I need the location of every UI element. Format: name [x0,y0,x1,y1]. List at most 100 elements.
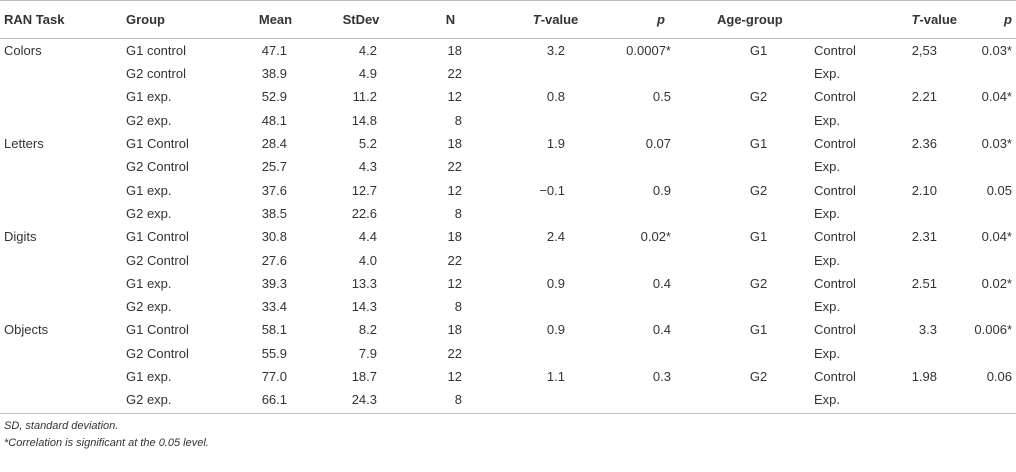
cell-ran-task [0,248,112,271]
cell-ran-task [0,272,112,295]
cell-stdev: 14.3 [351,299,377,315]
cell-ran-task [0,178,112,201]
cell-p-2 [961,388,1016,415]
table-row: G1 exp. 77.0 18.7 12 1.1 0.3 G2 Control 1.98 0.06 [0,365,1016,388]
cell-group: G1 exp. [126,182,172,198]
cell-group: G2 exp. [112,388,230,415]
cell-group: G2 exp. [126,299,172,315]
cell-group: G2 Control [126,252,189,268]
cell-p-2: 0.04* [981,89,1012,105]
cell-t-value [500,342,611,365]
cell-group: G1 control [126,43,186,58]
cell-mean: 37.6 [261,182,287,198]
cell-ran-task: Digits [4,229,37,245]
cell-p-2: 0.05 [986,182,1012,198]
header-p: p [611,0,711,39]
table-row: G1 exp. 37.6 12.7 12 −0.1 0.9 G2 Control 2.10 0.0… [0,178,1016,201]
cell-group: G1 exp. [126,275,172,291]
cell-t-value-2 [886,388,961,415]
cell-age-group: G2 [749,369,768,384]
cell-t-value: 0.9 [546,275,565,291]
table-row: G2 exp. 66.1 24.3 8 Exp. [0,388,1016,415]
cell-p [611,388,711,415]
header-n: N [401,0,500,39]
cell-p [611,342,711,365]
cell-p: 0.3 [652,369,671,384]
cell-age-group: G1 [749,322,768,338]
cell-p-2 [961,202,1016,225]
header-stdev: StDev [321,0,401,39]
cell-t-value: 0.8 [546,89,565,105]
cell-p-2: 0.04* [981,229,1012,245]
cell-age-subgroup: Control [814,275,856,291]
cell-stdev: 4.2 [358,43,377,58]
cell-group: G2 exp. [126,112,172,128]
cell-age-subgroup: Control [814,136,856,152]
cell-t-value-2 [886,109,961,132]
cell-p: 0.02* [640,229,671,245]
cell-p [611,109,711,132]
cell-t-value-2: 2.51 [911,275,937,291]
header-mean: Mean [230,0,321,39]
cell-group: G1 Control [126,322,189,338]
cell-p: 0.5 [652,89,671,105]
cell-ran-task: Objects [4,322,49,338]
cell-stdev: 14.8 [351,112,377,128]
cell-mean: 52.9 [261,89,287,105]
cell-mean: 28.4 [261,136,287,152]
cell-mean: 48.1 [261,112,287,128]
cell-ran-task [0,62,112,85]
table-row: G1 exp. 52.9 11.2 12 0.8 0.5 G2 Control 2.21 0.04… [0,85,1016,108]
cell-age-subgroup: Exp. [814,112,841,128]
cell-mean: 47.1 [261,43,287,58]
cell-age-subgroup: Exp. [806,388,886,415]
cell-age-subgroup: Control [814,369,856,384]
cell-age-group [711,248,806,271]
cell-ran-task [0,155,112,178]
cell-age-group: G1 [749,136,768,152]
cell-t-value-2: 2.21 [911,89,937,105]
header-t-suffix: -value [540,12,579,27]
cell-age-group [711,109,806,132]
cell-p: 0.9 [652,182,671,198]
cell-age-group [711,202,806,225]
cell-age-subgroup: Control [814,182,856,198]
results-table: RAN Task Group Mean StDev N T-value p Ag… [0,0,1016,415]
cell-mean: 66.1 [230,388,321,415]
cell-mean: 38.9 [261,66,287,82]
cell-t-value-2: 2,53 [911,43,937,58]
results-table-container: RAN Task Group Mean StDev N T-value p Ag… [0,0,1016,450]
cell-n: 22 [447,66,462,82]
cell-p: 0.07 [645,136,671,152]
cell-mean: 25.7 [261,159,287,175]
cell-p-2: 0.02* [981,275,1012,291]
cell-group: G1 Control [126,229,189,245]
cell-mean: 58.1 [261,322,287,338]
footnote-significance: *Correlation is significant at the 0.05 … [4,437,209,450]
cell-t-value [500,248,611,271]
cell-stdev: 4.4 [358,229,377,245]
cell-age-subgroup: Control [814,43,856,58]
table-row: G2 exp. 38.5 22.6 8 Exp. [0,202,1016,225]
cell-p [611,155,711,178]
cell-t-value [500,202,611,225]
table-row: G2 exp. 48.1 14.8 8 Exp. [0,109,1016,132]
cell-n: 18 [447,43,462,58]
cell-stdev: 24.3 [321,388,401,415]
cell-t-value-2: 1.98 [911,369,937,384]
header-t2-letter: T [911,12,920,27]
footnote-sd: SD, standard deviation. [4,420,119,433]
cell-mean: 27.6 [261,252,287,268]
cell-p [611,295,711,318]
cell-group: G1 exp. [126,89,172,105]
cell-ran-task [0,109,112,132]
header-p-2: p [961,0,1016,39]
table-row: Digits G1 Control 30.8 4.4 18 2.4 0.02* G1 Contr… [0,225,1016,248]
cell-mean: 30.8 [261,229,287,245]
cell-ran-task [0,365,112,388]
cell-age-group: G2 [749,89,768,105]
cell-n: 12 [447,369,462,384]
cell-t-value-2 [886,342,961,365]
cell-n: 12 [447,182,462,198]
cell-age-group: G1 [749,43,768,58]
